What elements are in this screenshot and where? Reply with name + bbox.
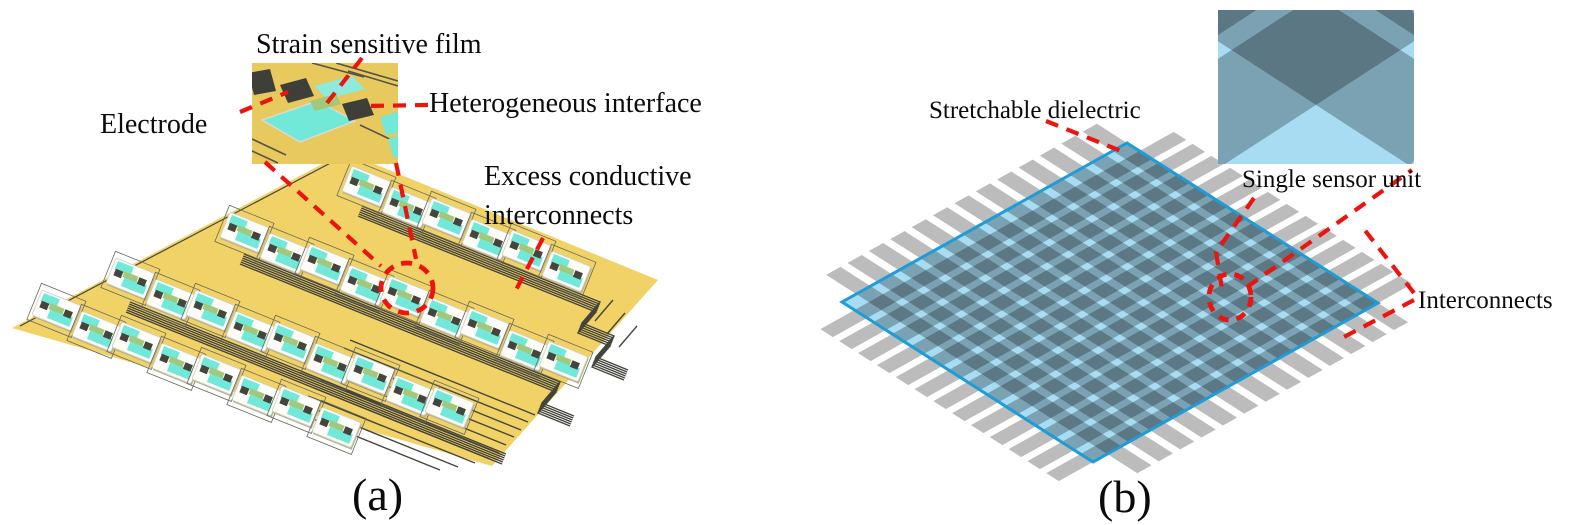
highlight-circle-b	[1206, 271, 1254, 323]
inset-a-traces	[252, 63, 398, 164]
inset-a-electrode-corner	[252, 69, 276, 95]
label-electrode: Electrode	[100, 109, 208, 140]
panel-b-annotations	[1045, 119, 1416, 340]
leader-sensor-unit-right	[1245, 168, 1414, 289]
label-excess-conductive-line1: Excess conductive	[484, 161, 692, 192]
label-stretchable-dielectric: Stretchable dielectric	[929, 97, 1141, 124]
label-heterogeneous-interface: Heterogeneous interface	[429, 88, 702, 119]
leader-stretchable	[1045, 119, 1122, 153]
panel-b-array	[820, 123, 1413, 482]
inset-b-zoom	[1218, 10, 1414, 164]
label-single-sensor-unit: Single sensor unit	[1242, 166, 1422, 193]
leader-heterogeneous	[364, 102, 429, 109]
inset-a-pad-right	[380, 112, 398, 135]
label-strain-sensitive-film: Strain sensitive film	[256, 29, 482, 60]
inset-a-electrode-right	[342, 98, 374, 121]
magnifier-cone-right	[393, 162, 419, 260]
inset-a-pad-top	[314, 76, 365, 99]
magnifier-cone-left	[263, 160, 383, 268]
inset-a-pad-corner	[388, 136, 398, 158]
dielectric-border	[842, 143, 1378, 462]
leader-electrode	[239, 90, 289, 114]
dielectric-sheet	[842, 142, 1378, 463]
panel-a-array	[12, 152, 658, 471]
label-interconnects: Interconnects	[1418, 287, 1553, 314]
leader-interconnects-down	[1341, 298, 1415, 340]
leader-excess	[514, 237, 545, 291]
edge-trace	[19, 157, 341, 327]
inset-b-band-2	[1218, 10, 1414, 164]
inset-a-electrode-left	[280, 78, 314, 103]
caption-a: (a)	[352, 469, 404, 520]
label-excess-conductive-line2: interconnects	[484, 200, 634, 231]
panel-a-annotations	[239, 56, 545, 316]
inset-a-pad-large	[260, 100, 357, 143]
leader-interconnects-up	[1358, 222, 1416, 295]
highlight-circle-a	[378, 260, 436, 316]
caption-b: (b)	[1098, 471, 1152, 522]
leader-strain-film	[325, 56, 364, 105]
inset-a-zoom	[252, 63, 398, 164]
